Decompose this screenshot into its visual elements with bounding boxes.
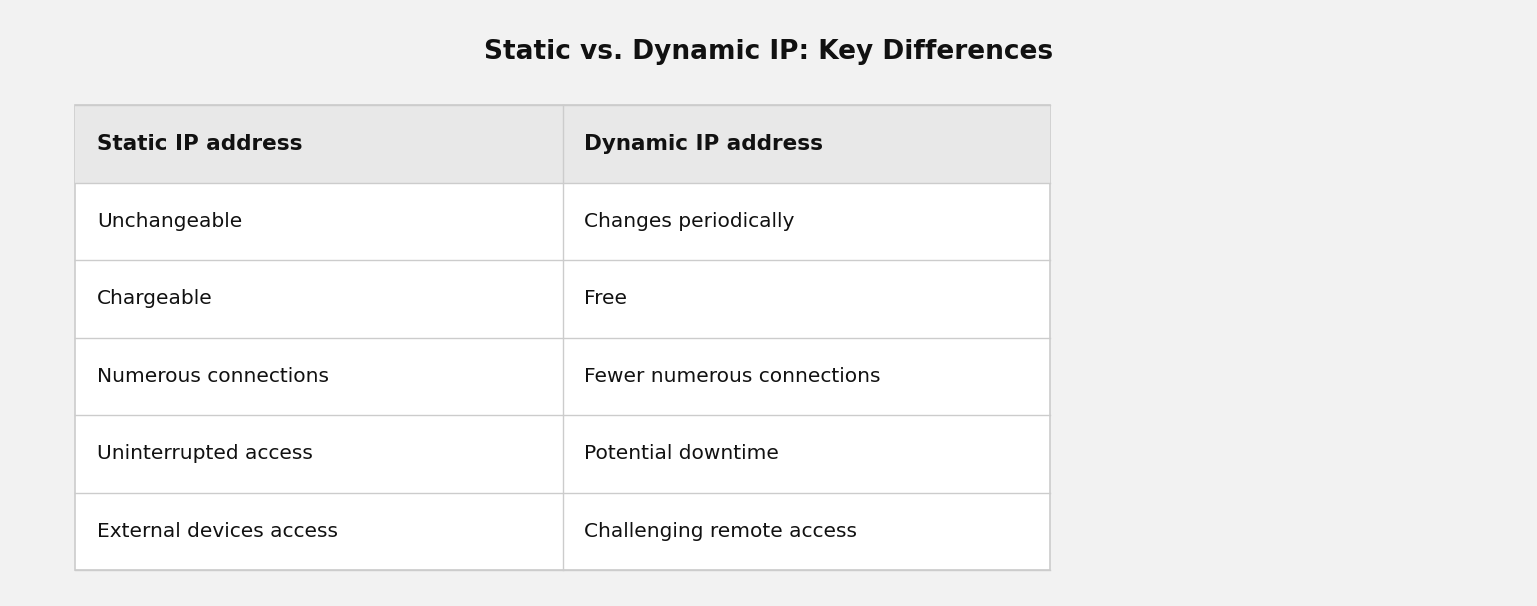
Text: Potential downtime: Potential downtime: [584, 444, 779, 463]
Text: External devices access: External devices access: [97, 522, 338, 541]
Text: Changes periodically: Changes periodically: [584, 211, 795, 231]
Text: Unchangeable: Unchangeable: [97, 211, 243, 231]
Text: Free: Free: [584, 289, 627, 308]
Text: Fewer numerous connections: Fewer numerous connections: [584, 367, 881, 386]
Text: Dynamic IP address: Dynamic IP address: [584, 134, 824, 154]
Text: Static IP address: Static IP address: [97, 134, 303, 154]
Bar: [75, 105, 1050, 182]
Bar: [75, 105, 1050, 570]
Text: Chargeable: Chargeable: [97, 289, 212, 308]
Text: Numerous connections: Numerous connections: [97, 367, 329, 386]
Text: Challenging remote access: Challenging remote access: [584, 522, 858, 541]
Text: Static vs. Dynamic IP: Key Differences: Static vs. Dynamic IP: Key Differences: [484, 39, 1053, 65]
Text: Uninterrupted access: Uninterrupted access: [97, 444, 314, 463]
